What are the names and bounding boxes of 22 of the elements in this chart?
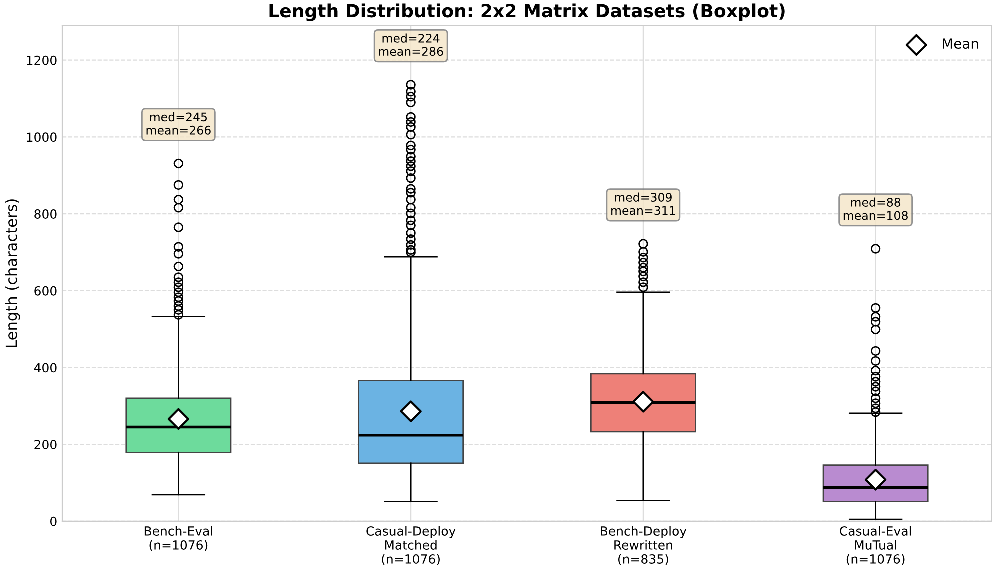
annotation: med=309 mean=311 [612, 192, 676, 216]
y-tick-label: 1200 [27, 56, 57, 66]
x-tick-label: Casual-Eval MuTual (n=1076) [840, 526, 912, 566]
point [864, 469, 887, 491]
y-tick-label: 1000 [27, 132, 57, 142]
x-tick-label: Bench-Eval (n=1076) [144, 526, 212, 552]
y-axis-title: Length (characters) [5, 200, 20, 348]
legend-label: Mean [943, 38, 978, 50]
x-tick-label: Casual-Deploy Matched (n=1076) [366, 526, 456, 566]
point [168, 408, 190, 430]
annotation: med=224 mean=286 [379, 34, 444, 56]
y-tick-label: 0 [50, 516, 57, 526]
point [400, 400, 422, 422]
x-tick-label: Bench-Deploy Rewritten (n=835) [601, 526, 687, 566]
chart-title: Length Distribution: 2x2 Matrix Datasets (Boxplot) [270, 4, 785, 22]
y-tick-label: 400 [34, 363, 57, 373]
annotation: med=245 mean=266 [146, 112, 211, 135]
point [632, 391, 654, 413]
y-tick-label: 200 [34, 440, 57, 450]
y-tick-label: 800 [34, 210, 57, 219]
y-tick-label: 600 [34, 286, 57, 296]
annotation: med=88 mean=108 [844, 198, 908, 220]
